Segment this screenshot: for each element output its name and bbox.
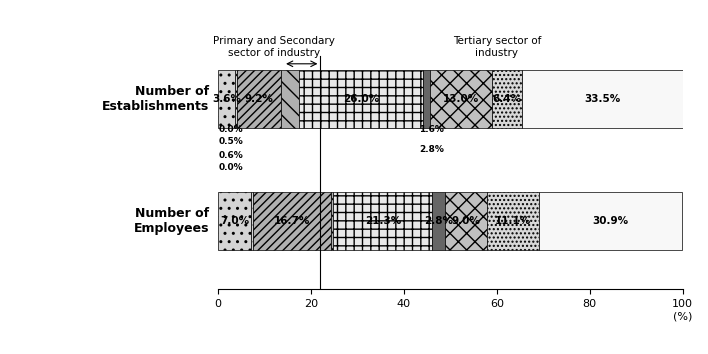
Text: 16.7%: 16.7% (273, 216, 310, 226)
Text: 3.6%: 3.6% (212, 94, 241, 104)
Text: Number of
Establishments: Number of Establishments (102, 85, 209, 113)
Text: 2.8%: 2.8% (424, 216, 453, 226)
Text: 30.9%: 30.9% (592, 216, 629, 226)
Bar (253, 192, 331, 250)
Text: 7.0%: 7.0% (220, 216, 249, 226)
Text: 0.0%: 0.0% (219, 163, 244, 172)
Text: 26.0%: 26.0% (343, 94, 379, 104)
Bar (491, 70, 523, 128)
Bar (281, 70, 299, 128)
Text: 2.8%: 2.8% (419, 145, 444, 154)
Bar (331, 192, 333, 250)
Text: 6.4%: 6.4% (493, 94, 522, 104)
Text: 9.2%: 9.2% (244, 94, 273, 104)
Text: 1.6%: 1.6% (419, 125, 444, 134)
Text: 11.1%: 11.1% (495, 216, 531, 226)
Text: Number of
Employees: Number of Employees (133, 207, 209, 235)
Bar (235, 70, 237, 128)
Text: 33.5%: 33.5% (584, 94, 620, 104)
Bar (445, 192, 487, 250)
Bar (432, 192, 445, 250)
Bar (430, 70, 491, 128)
Bar (539, 192, 682, 250)
Bar (333, 192, 432, 250)
Bar (251, 192, 253, 250)
Text: 9.0%: 9.0% (452, 216, 481, 226)
Text: 0.0%: 0.0% (219, 125, 244, 134)
Bar (523, 70, 683, 128)
Bar (487, 192, 539, 250)
Text: 21.3%: 21.3% (365, 216, 401, 226)
Bar (218, 192, 251, 250)
Bar (218, 70, 235, 128)
Text: 13.0%: 13.0% (442, 94, 479, 104)
Text: Primary and Secondary
sector of industry: Primary and Secondary sector of industry (213, 36, 335, 58)
X-axis label: (%): (%) (673, 312, 692, 321)
Text: Tertiary sector of
industry: Tertiary sector of industry (452, 36, 541, 58)
Text: 0.6%: 0.6% (219, 151, 244, 160)
Bar (423, 70, 430, 128)
Bar (299, 70, 423, 128)
Bar (237, 70, 281, 128)
Text: 0.5%: 0.5% (219, 137, 244, 146)
